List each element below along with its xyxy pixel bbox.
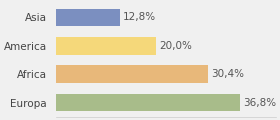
Text: 36,8%: 36,8% — [243, 98, 276, 108]
Bar — [56, 65, 208, 83]
Text: 20,0%: 20,0% — [159, 41, 192, 51]
Bar — [56, 37, 156, 55]
Text: 12,8%: 12,8% — [123, 12, 156, 22]
Bar — [56, 9, 120, 26]
Bar — [56, 94, 240, 111]
Text: 30,4%: 30,4% — [211, 69, 244, 79]
